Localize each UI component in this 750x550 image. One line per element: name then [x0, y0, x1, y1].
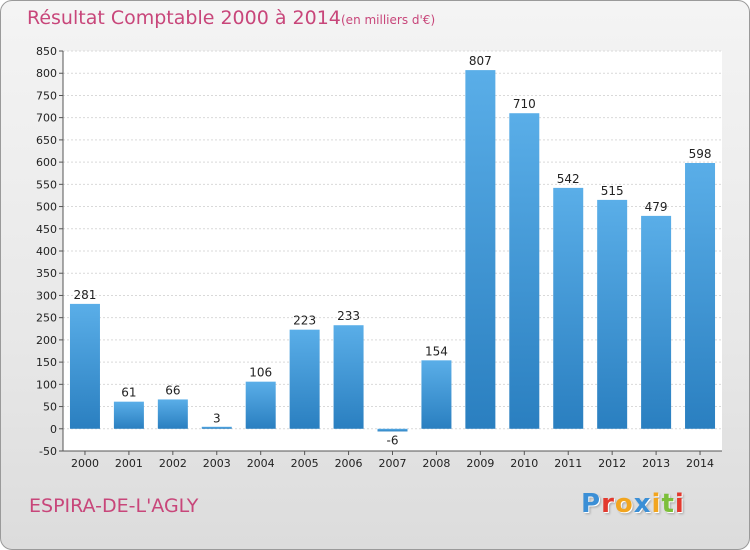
y-tick-label: 850 [36, 45, 57, 58]
x-tick-label: 2009 [466, 457, 494, 470]
y-tick-label: 750 [36, 89, 57, 102]
x-tick-label: 2002 [159, 457, 187, 470]
data-label: 66 [165, 383, 180, 397]
x-tick-label: 2000 [71, 457, 99, 470]
y-tick-label: 50 [43, 401, 57, 414]
proxiti-logo: Proxiti [581, 489, 685, 519]
logo-letter: o [614, 489, 634, 519]
x-tick-label: 2007 [379, 457, 407, 470]
bar [553, 187, 584, 429]
y-tick-label: 700 [36, 112, 57, 125]
logo-letter: t [661, 489, 675, 519]
y-tick-label: 150 [36, 356, 57, 369]
bar [421, 360, 452, 429]
bar [201, 426, 232, 429]
data-label: 61 [121, 386, 136, 400]
data-label: 106 [249, 366, 272, 380]
chart-subtitle: (en milliers d'€) [341, 13, 436, 27]
bar [245, 381, 276, 429]
data-label: 710 [513, 97, 536, 111]
logo-letter: i [674, 489, 685, 519]
y-tick-label: -50 [39, 445, 57, 458]
data-label: -6 [387, 433, 399, 447]
bar [333, 325, 364, 429]
data-label: 598 [689, 147, 712, 161]
chart-title: Résultat Comptable 2000 à 2014 [27, 7, 341, 29]
y-tick-label: 550 [36, 178, 57, 191]
x-tick-label: 2012 [598, 457, 626, 470]
data-label: 233 [337, 309, 360, 323]
x-tick-label: 2004 [247, 457, 275, 470]
y-tick-label: 400 [36, 245, 57, 258]
x-tick-label: 2011 [554, 457, 582, 470]
bar [377, 428, 408, 432]
bar [465, 70, 496, 429]
x-tick-label: 2014 [686, 457, 714, 470]
data-label: 807 [469, 54, 492, 68]
y-tick-label: 250 [36, 312, 57, 325]
bar [597, 199, 628, 429]
x-tick-label: 2006 [335, 457, 363, 470]
data-label: 515 [601, 184, 624, 198]
data-label: 281 [74, 288, 97, 302]
data-label: 154 [425, 344, 448, 358]
data-label: 542 [557, 172, 580, 186]
y-tick-label: 350 [36, 267, 57, 280]
bar [685, 163, 716, 429]
y-tick-label: 200 [36, 334, 57, 347]
y-tick-label: 600 [36, 156, 57, 169]
data-label: 479 [645, 200, 668, 214]
logo-letter: x [633, 489, 652, 519]
x-tick-label: 2003 [203, 457, 231, 470]
data-label: 223 [293, 314, 316, 328]
data-label: 3 [213, 411, 221, 425]
y-tick-label: 500 [36, 201, 57, 214]
x-tick-label: 2005 [291, 457, 319, 470]
logo-letter: i [651, 489, 662, 519]
x-tick-label: 2010 [510, 457, 538, 470]
bar [113, 401, 144, 429]
y-tick-label: 0 [50, 423, 57, 436]
x-tick-label: 2008 [422, 457, 450, 470]
x-tick-label: 2001 [115, 457, 143, 470]
logo-letter: r [601, 489, 615, 519]
bar [641, 215, 672, 429]
logo-letter: P [581, 489, 602, 519]
y-tick-label: 300 [36, 289, 57, 302]
x-tick-label: 2013 [642, 457, 670, 470]
commune-name: ESPIRA-DE-L'AGLY [29, 495, 199, 517]
bar [289, 329, 320, 429]
y-tick-label: 650 [36, 134, 57, 147]
y-tick-label: 800 [36, 67, 57, 80]
y-tick-label: 450 [36, 223, 57, 236]
bar [509, 113, 540, 429]
y-tick-label: 100 [36, 378, 57, 391]
bar [157, 399, 188, 429]
bar [69, 303, 100, 429]
